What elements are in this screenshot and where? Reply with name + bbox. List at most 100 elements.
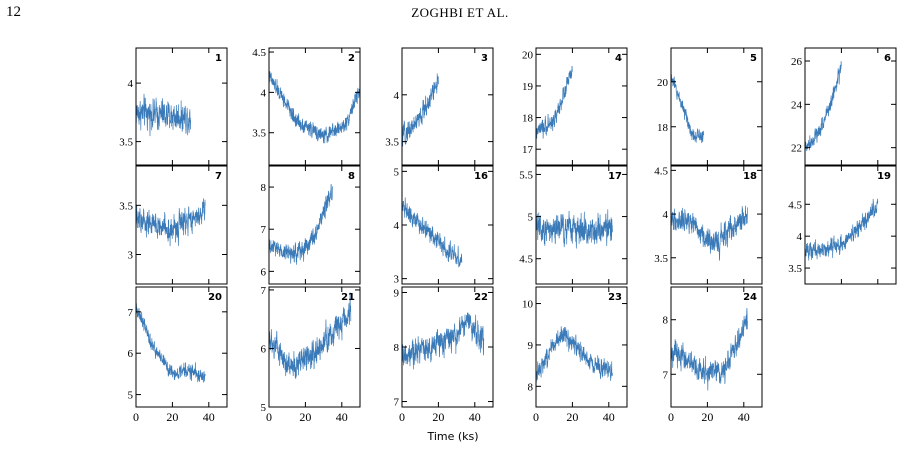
y-tick-label: 4.5 xyxy=(519,254,533,266)
x-tick-label: 20 xyxy=(566,410,578,424)
lightcurve-series-5 xyxy=(671,74,705,144)
panel-label: 19 xyxy=(877,171,891,182)
y-tick-label: 3.5 xyxy=(654,253,668,265)
x-axis-label: Time (ks) xyxy=(426,430,478,443)
lightcurve-series-16 xyxy=(402,197,463,268)
y-tick-label: 8 xyxy=(394,342,400,354)
y-tick-label: 5 xyxy=(528,212,534,224)
panel-label: 23 xyxy=(608,292,622,303)
panel-22: 7 8 9 0 20 40 22 xyxy=(394,286,494,424)
y-tick-label: 3.5 xyxy=(119,137,133,149)
y-tick-label: 24 xyxy=(791,99,803,111)
y-tick-label: 4 xyxy=(797,231,803,243)
y-tick-label: 7 xyxy=(261,285,267,297)
panel-6: 22 24 26 6 xyxy=(791,47,897,166)
x-tick-label: 40 xyxy=(603,410,615,424)
panel-1: 3.5 4 1 xyxy=(119,47,228,166)
y-tick-label: 7 xyxy=(128,307,134,319)
panel-frame xyxy=(670,47,763,166)
y-tick-label: 5 xyxy=(128,390,134,402)
lightcurve-series-24 xyxy=(671,308,748,391)
panel-frame xyxy=(135,47,228,166)
x-tick-label: 40 xyxy=(203,410,215,424)
panel-frame xyxy=(268,165,361,285)
panel-4: 17 18 19 20 4 xyxy=(522,47,628,166)
lightcurve-series-7 xyxy=(136,198,206,247)
panel-label: 20 xyxy=(208,292,222,303)
y-tick-label: 3.5 xyxy=(252,128,266,140)
panel-frame xyxy=(135,286,228,408)
y-tick-label: 5 xyxy=(394,166,400,178)
panel-label: 16 xyxy=(474,171,488,182)
y-tick-label: 4 xyxy=(394,90,400,102)
y-tick-label: 5.5 xyxy=(519,169,533,181)
y-tick-label: 18 xyxy=(522,113,534,125)
panel-frame xyxy=(268,286,361,408)
panel-5: 18 20 5 xyxy=(657,47,763,166)
y-tick-label: 4.5 xyxy=(654,165,668,177)
x-tick-label: 0 xyxy=(266,410,272,424)
y-tick-label: 9 xyxy=(394,287,400,299)
lightcurve-series-6 xyxy=(805,61,842,152)
y-tick-label: 4 xyxy=(261,87,267,99)
y-tick-label: 7 xyxy=(394,397,400,409)
lightcurve-series-22 xyxy=(402,312,485,370)
lightcurve-series-17 xyxy=(536,209,613,249)
y-tick-label: 3.5 xyxy=(119,200,133,212)
lightcurve-series-21 xyxy=(269,292,352,380)
x-tick-label: 0 xyxy=(668,410,674,424)
page-number: 12 xyxy=(6,4,21,20)
x-tick-label: 0 xyxy=(533,410,539,424)
panel-23: 8 9 10 0 20 40 23 xyxy=(522,286,628,424)
y-tick-label: 19 xyxy=(522,81,534,93)
panel-2: 3.5 4 4.5 2 xyxy=(252,47,361,166)
y-tick-label: 6 xyxy=(261,343,267,355)
lightcurve-series-3 xyxy=(402,73,439,147)
panel-21: 5 6 7 0 20 40 21 xyxy=(261,285,361,424)
y-tick-label: 6 xyxy=(128,348,134,360)
panel-frame xyxy=(135,165,228,285)
y-tick-label: 18 xyxy=(657,122,669,134)
panel-frame xyxy=(670,165,763,285)
x-tick-label: 20 xyxy=(299,410,311,424)
panel-label: 24 xyxy=(743,292,757,303)
panel-frame xyxy=(670,286,763,408)
panel-label: 8 xyxy=(348,171,355,182)
lightcurve-series-23 xyxy=(536,326,613,383)
panel-label: 7 xyxy=(215,171,222,182)
panel-label: 18 xyxy=(743,171,757,182)
panel-8: 6 7 8 8 xyxy=(261,165,361,285)
y-tick-label: 3.5 xyxy=(788,263,802,275)
y-tick-label: 9 xyxy=(528,340,534,352)
panel-label: 22 xyxy=(474,292,488,303)
y-tick-label: 10 xyxy=(522,299,534,311)
panel-label: 6 xyxy=(884,53,891,64)
panel-frame xyxy=(535,286,628,408)
panel-frame xyxy=(804,165,897,285)
y-tick-label: 4 xyxy=(128,78,134,90)
lightcurve-series-1 xyxy=(136,93,191,137)
panel-frame xyxy=(535,47,628,166)
y-tick-label: 26 xyxy=(791,56,803,68)
x-tick-label: 0 xyxy=(399,410,405,424)
x-tick-label: 0 xyxy=(133,410,139,424)
running-head: ZOGHBI ET AL. xyxy=(411,5,509,20)
panel-20: 5 6 7 0 20 40 20 xyxy=(128,286,228,424)
x-tick-label: 40 xyxy=(336,410,348,424)
y-tick-label: 8 xyxy=(528,381,534,393)
panel-label: 5 xyxy=(750,53,757,64)
panel-label: 21 xyxy=(341,292,355,303)
lightcurve-series-20 xyxy=(136,303,206,383)
panel-18: 3.5 4 4.5 18 xyxy=(654,165,763,285)
y-tick-label: 8 xyxy=(663,315,669,327)
x-tick-label: 40 xyxy=(738,410,750,424)
lightcurve-series-18 xyxy=(671,205,748,261)
panel-label: 17 xyxy=(608,171,622,182)
x-tick-label: 20 xyxy=(166,410,178,424)
y-tick-label: 4 xyxy=(394,220,400,232)
panel-3: 3.5 4 3 xyxy=(385,47,494,166)
y-tick-label: 4.5 xyxy=(252,47,266,59)
panel-7: 33.57 xyxy=(119,165,228,285)
x-tick-label: 40 xyxy=(469,410,481,424)
